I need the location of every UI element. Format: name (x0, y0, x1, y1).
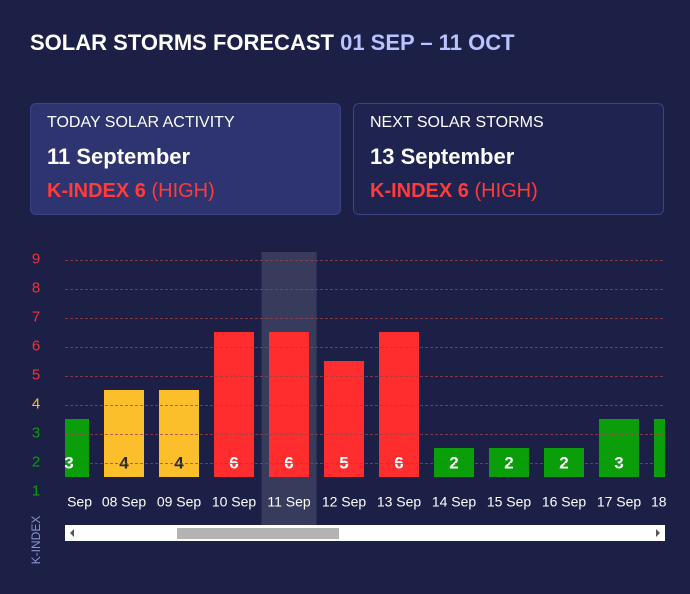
bar (379, 332, 419, 477)
bar-value-label: 4 (119, 453, 129, 472)
x-tick-label: 17 Sep (597, 494, 642, 510)
x-tick-label: 09 Sep (157, 494, 202, 510)
bar-value-label: 6 (229, 453, 238, 472)
y-tick-label: 3 (32, 424, 40, 441)
bar (544, 448, 584, 477)
y-tick-label: 9 (32, 250, 40, 267)
y-tick-label: 7 (32, 308, 40, 325)
x-tick-label: 15 Sep (487, 494, 532, 510)
bar-value-label: 6 (284, 453, 293, 472)
card-label: TODAY SOLAR ACTIVITY (47, 114, 235, 131)
scroll-right[interactable] (656, 529, 660, 537)
x-tick-label: 16 Sep (542, 494, 587, 510)
scroll-left[interactable] (70, 529, 74, 537)
bar (159, 390, 199, 477)
k-index: K-INDEX 6 (47, 180, 146, 202)
y-tick-label: 2 (32, 453, 40, 470)
scrollbar[interactable] (65, 525, 665, 541)
x-tick-label: 10 Sep (212, 494, 257, 510)
bar (599, 419, 639, 477)
x-tick-label: 18 (651, 494, 667, 510)
bar (214, 332, 254, 477)
card-index: K-INDEX 6 (HIGH) (47, 180, 324, 203)
y-tick-label: 5 (32, 366, 40, 383)
y-axis-label: K-INDEX (29, 516, 43, 565)
bar (269, 332, 309, 477)
scroll-track[interactable] (65, 525, 665, 541)
y-tick-label: 8 (32, 279, 40, 296)
card: TODAY SOLAR ACTIVITY 11 September K-INDE… (30, 103, 341, 215)
bar (324, 361, 364, 477)
bar-value-label: 5 (339, 453, 348, 472)
title-text: SOLAR STORMS FORECAST (30, 30, 334, 55)
bar-value-label: 3 (614, 453, 623, 472)
x-tick-label: 08 Sep (102, 494, 147, 510)
title: SOLAR STORMS FORECAST 01 SEP – 11 OCT (30, 30, 515, 56)
bar-value-label: 4 (174, 453, 184, 472)
y-tick-label: 4 (32, 395, 40, 412)
bar-value-label: 2 (449, 453, 458, 472)
bar (489, 448, 529, 477)
date-range: 01 SEP – 11 OCT (340, 30, 515, 55)
x-tick-label: 13 Sep (377, 494, 422, 510)
bar-value-label: 3 (64, 453, 73, 472)
k-index: K-INDEX 6 (370, 180, 469, 202)
k-level: (HIGH) (151, 180, 215, 202)
card: NEXT SOLAR STORMS 13 September K-INDEX 6… (353, 103, 664, 215)
bar-value-label: 6 (394, 453, 403, 472)
card-index: K-INDEX 6 (HIGH) (370, 180, 647, 203)
bar (104, 390, 144, 477)
bar (654, 419, 665, 477)
bar-value-label: 2 (504, 453, 513, 472)
bar (65, 419, 89, 477)
scroll-thumb[interactable] (177, 528, 339, 539)
bar-value-label: 2 (559, 453, 568, 472)
y-tick-label: 1 (32, 482, 40, 499)
card-date: 11 September (47, 144, 191, 169)
card-label: NEXT SOLAR STORMS (370, 114, 544, 131)
y-tick-label: 6 (32, 337, 40, 354)
bar-value-label: 3 (669, 453, 678, 472)
x-tick-label: 14 Sep (432, 494, 477, 510)
k-level: (HIGH) (474, 180, 538, 202)
x-tick-label: Sep (67, 494, 92, 510)
card-date: 13 September (370, 144, 515, 169)
x-tick-label: 11 Sep (267, 494, 311, 510)
x-tick-label: 12 Sep (322, 494, 367, 510)
bar (434, 448, 474, 477)
